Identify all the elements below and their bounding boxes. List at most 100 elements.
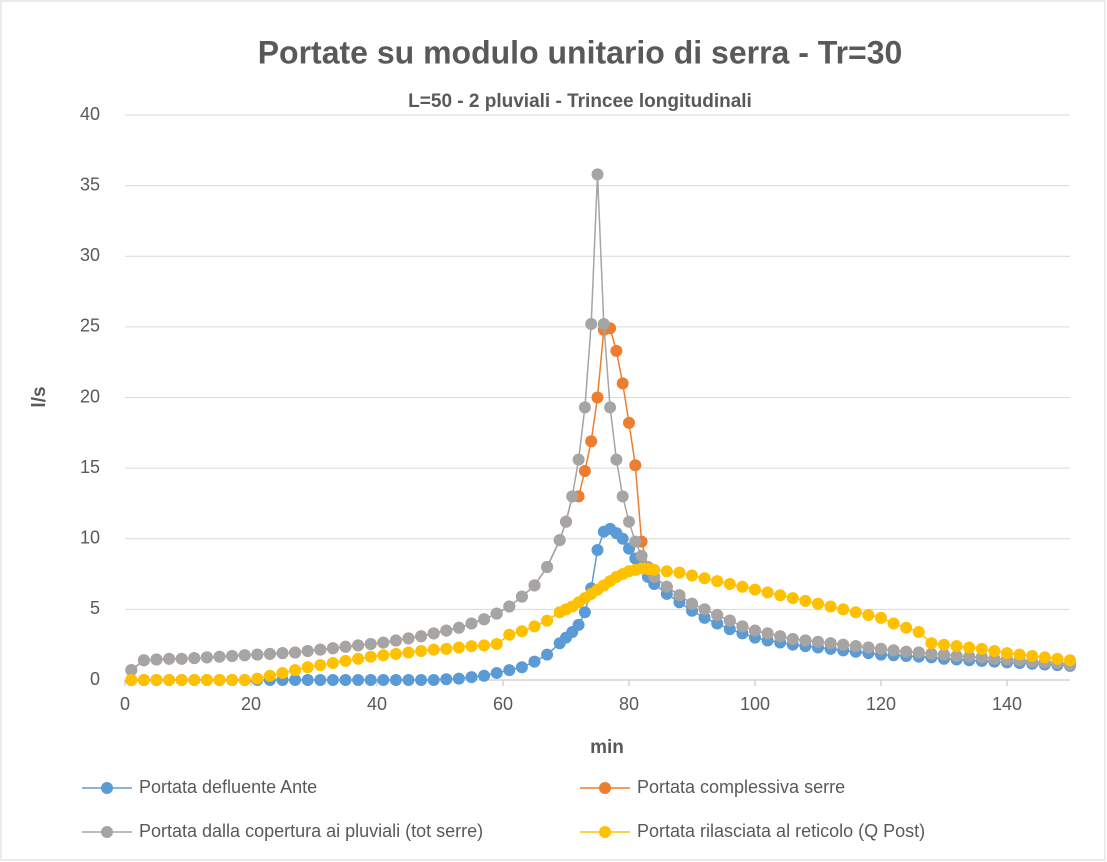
series <box>125 562 1076 686</box>
data-point <box>673 566 686 579</box>
data-point <box>799 634 812 647</box>
data-point <box>635 549 648 562</box>
data-point <box>591 168 604 181</box>
data-point <box>875 611 887 624</box>
x-tick-label: 0 <box>120 694 130 714</box>
data-point <box>698 603 711 616</box>
data-point <box>503 628 516 641</box>
data-point <box>585 435 598 448</box>
data-point <box>415 645 428 658</box>
data-point <box>415 674 428 686</box>
data-point <box>749 624 761 637</box>
data-point <box>200 674 213 686</box>
data-point <box>1026 649 1039 662</box>
data-point <box>150 674 163 686</box>
data-point <box>452 621 465 634</box>
chart-subtitle: L=50 - 2 pluviali - Trincee longitudinal… <box>408 91 752 112</box>
data-point <box>427 643 440 656</box>
legend-label: Portata dalla copertura ai pluviali (tot… <box>139 821 483 841</box>
data-point <box>238 674 251 686</box>
data-point <box>912 625 925 638</box>
data-point <box>887 644 900 657</box>
data-point <box>774 589 787 602</box>
data-point <box>163 674 176 686</box>
data-point <box>925 647 938 660</box>
legend-label: Portata complessiva serre <box>637 777 845 797</box>
y-tick-label: 20 <box>80 386 100 406</box>
data-point <box>415 630 428 643</box>
data-point <box>402 646 415 659</box>
data-point <box>1051 652 1064 665</box>
data-point <box>541 614 554 627</box>
data-point <box>736 580 749 593</box>
data-point <box>1001 647 1013 660</box>
data-point <box>761 586 774 599</box>
data-point <box>812 597 824 610</box>
y-tick-label: 15 <box>80 457 100 477</box>
data-point <box>711 609 724 622</box>
data-point <box>875 642 887 655</box>
data-point <box>263 669 276 682</box>
data-point <box>276 647 289 660</box>
data-point <box>515 661 528 674</box>
data-point <box>478 669 491 682</box>
y-axis-label: l/s <box>29 386 50 407</box>
data-point <box>578 401 591 414</box>
data-point <box>1064 654 1076 667</box>
data-point <box>137 654 150 667</box>
data-point <box>427 674 440 686</box>
data-point <box>698 572 711 585</box>
y-tick-label: 25 <box>80 316 100 336</box>
data-point <box>125 674 138 686</box>
data-point <box>465 617 478 630</box>
data-point <box>377 649 390 662</box>
data-point <box>364 674 377 686</box>
data-point <box>963 641 976 654</box>
data-point <box>824 600 837 613</box>
data-point <box>610 344 623 357</box>
data-point <box>912 646 925 659</box>
data-point <box>761 627 774 640</box>
data-point <box>490 607 503 620</box>
data-point <box>648 563 661 576</box>
data-point <box>862 609 875 622</box>
data-point <box>723 577 736 590</box>
data-point <box>975 651 988 664</box>
data-point <box>326 674 339 686</box>
legend-marker <box>101 826 113 838</box>
data-point <box>673 589 686 602</box>
data-point <box>578 606 591 619</box>
data-point <box>389 647 402 660</box>
x-tick-label: 80 <box>619 694 639 714</box>
x-tick-label: 140 <box>992 694 1022 714</box>
data-point <box>503 664 516 677</box>
data-point <box>925 637 938 650</box>
data-point <box>900 645 913 658</box>
data-point <box>490 666 503 679</box>
data-point <box>837 603 850 616</box>
data-point <box>812 635 824 648</box>
y-tick-label: 5 <box>90 598 100 618</box>
data-point <box>1013 648 1026 661</box>
data-point <box>541 648 554 661</box>
x-tick-label: 100 <box>740 694 770 714</box>
data-point <box>175 674 188 686</box>
data-point <box>723 623 736 636</box>
data-point <box>938 648 950 661</box>
data-point <box>616 490 629 503</box>
x-axis-label: min <box>590 737 624 758</box>
data-point <box>251 648 264 661</box>
data-point <box>686 569 698 582</box>
data-point <box>427 627 440 640</box>
data-point <box>137 674 150 686</box>
data-point <box>150 653 163 666</box>
data-point <box>238 649 251 662</box>
data-point <box>339 640 352 653</box>
data-point <box>314 643 327 656</box>
data-point <box>213 650 226 663</box>
legend-label: Portata defluente Ante <box>139 777 317 797</box>
data-point <box>736 620 749 633</box>
data-point <box>988 645 1001 658</box>
